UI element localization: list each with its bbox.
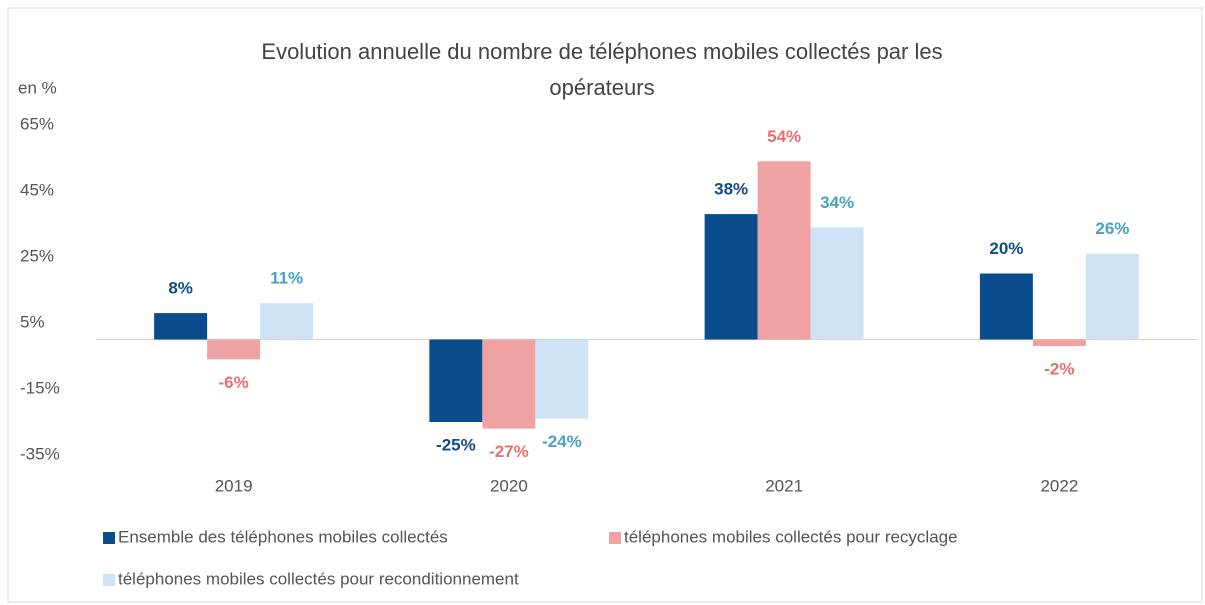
- bar: [979, 273, 1033, 340]
- x-tick-label: 2021: [765, 476, 803, 495]
- bar: [704, 214, 758, 340]
- data-label: 8%: [168, 279, 193, 298]
- data-label: 20%: [989, 239, 1023, 258]
- legend-swatch: [609, 532, 621, 544]
- bar: [482, 339, 536, 429]
- bar: [207, 339, 261, 360]
- bar: [154, 313, 208, 340]
- data-label: -24%: [542, 432, 582, 451]
- bar: [260, 303, 314, 340]
- data-label: -25%: [436, 435, 476, 454]
- data-label: -6%: [219, 373, 249, 392]
- x-tick-label: 2020: [490, 476, 528, 495]
- data-label: 54%: [767, 127, 801, 146]
- x-tick-label: 2019: [215, 476, 253, 495]
- data-label: 26%: [1095, 219, 1129, 238]
- bar: [757, 161, 811, 340]
- y-tick-label: 5%: [20, 312, 45, 331]
- x-tick-label: 2022: [1040, 476, 1078, 495]
- frame: [7, 7, 1203, 603]
- bar: [810, 227, 864, 340]
- y-tick-label: 45%: [20, 180, 54, 199]
- bar: [429, 339, 483, 422]
- data-label: 11%: [270, 269, 303, 288]
- bar: [1032, 339, 1086, 347]
- legend-swatch: [103, 574, 115, 586]
- legend-label: téléphones mobiles collectés pour recycl…: [624, 527, 958, 546]
- legend-swatch: [103, 532, 115, 544]
- chart-title: Evolution annuelle du nombre de téléphon…: [261, 39, 943, 100]
- legend-label: téléphones mobiles collectés pour recond…: [118, 569, 519, 588]
- y-tick-label: -15%: [20, 378, 60, 397]
- legend-label: Ensemble des téléphones mobiles collecté…: [118, 527, 448, 546]
- bar: [535, 339, 589, 419]
- y-tick-label: 65%: [20, 114, 54, 133]
- bar: [1085, 253, 1139, 340]
- data-label: 38%: [714, 180, 748, 199]
- y-tick-label: 25%: [20, 246, 54, 265]
- y-axis-label: en %: [18, 78, 57, 97]
- data-label: -2%: [1044, 360, 1074, 379]
- data-label: 34%: [820, 193, 854, 212]
- y-tick-label: -35%: [20, 444, 60, 463]
- data-label: -27%: [489, 442, 529, 461]
